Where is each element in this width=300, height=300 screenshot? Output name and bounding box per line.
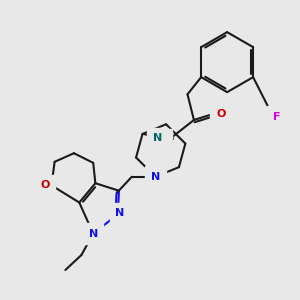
Text: H: H	[159, 134, 167, 144]
Text: N: N	[116, 208, 124, 218]
Polygon shape	[142, 134, 173, 142]
Text: N: N	[88, 229, 98, 238]
Text: N: N	[151, 172, 160, 182]
Text: O: O	[40, 180, 50, 190]
Text: F: F	[273, 112, 280, 122]
Text: O: O	[216, 109, 225, 118]
Text: N: N	[153, 133, 162, 143]
